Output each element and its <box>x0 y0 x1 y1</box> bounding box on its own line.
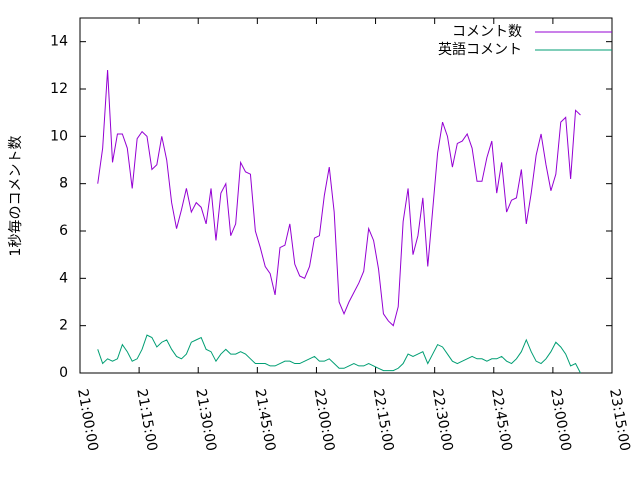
x-tick-label: 21:00:00 <box>74 388 101 453</box>
y-tick-label: 12 <box>50 81 68 97</box>
y-tick-label: 4 <box>59 270 68 286</box>
x-tick-label: 21:15:00 <box>133 388 160 453</box>
x-tick-label: 22:15:00 <box>370 388 397 453</box>
y-tick-label: 6 <box>59 223 68 239</box>
x-tick-label: 22:45:00 <box>488 388 515 453</box>
y-tick-label: 0 <box>59 365 68 381</box>
x-tick-label: 21:45:00 <box>251 388 278 453</box>
y-tick-label: 8 <box>59 176 68 192</box>
series-line <box>97 70 581 327</box>
x-tick-label: 23:00:00 <box>547 388 574 453</box>
y-tick-label: 2 <box>59 318 68 334</box>
plot-frame <box>79 17 613 374</box>
series-line <box>97 334 581 374</box>
x-tick-label: 21:30:00 <box>192 388 219 453</box>
x-tick-label: 22:30:00 <box>429 388 456 453</box>
x-tick-label: 22:00:00 <box>311 388 338 453</box>
y-axis-label: 1秒毎のコメント数 <box>8 136 24 257</box>
legend-label: コメント数 <box>452 24 522 40</box>
y-tick-label: 10 <box>50 128 68 144</box>
x-tick-label: 23:15:00 <box>606 388 633 453</box>
y-tick-label: 14 <box>50 34 68 50</box>
legend-label: 英語コメント <box>438 41 522 58</box>
